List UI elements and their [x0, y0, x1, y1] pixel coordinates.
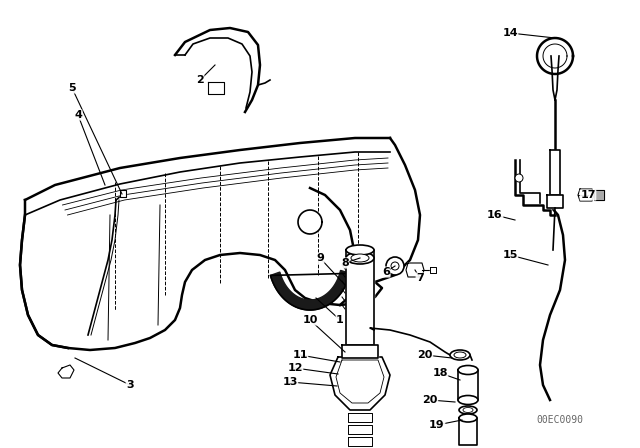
Circle shape	[386, 257, 404, 275]
Polygon shape	[120, 190, 126, 197]
Polygon shape	[594, 190, 604, 200]
Polygon shape	[406, 263, 424, 277]
Text: 20: 20	[417, 350, 433, 360]
Circle shape	[515, 174, 523, 182]
Ellipse shape	[463, 408, 473, 413]
Polygon shape	[430, 267, 436, 273]
Polygon shape	[537, 38, 573, 74]
Polygon shape	[458, 370, 478, 400]
Polygon shape	[550, 150, 560, 195]
Text: 5: 5	[68, 83, 76, 93]
Text: 2: 2	[196, 75, 204, 85]
Polygon shape	[348, 413, 372, 422]
Text: 3: 3	[126, 380, 134, 390]
Polygon shape	[578, 189, 594, 201]
Polygon shape	[208, 82, 224, 94]
Text: 7: 7	[416, 273, 424, 283]
Ellipse shape	[351, 254, 369, 262]
Polygon shape	[346, 250, 374, 345]
Text: 8: 8	[341, 258, 349, 268]
Polygon shape	[348, 437, 372, 446]
Ellipse shape	[459, 414, 477, 422]
Ellipse shape	[346, 245, 374, 255]
Text: 13: 13	[282, 377, 298, 387]
Polygon shape	[348, 425, 372, 434]
Polygon shape	[298, 210, 322, 234]
Polygon shape	[459, 418, 477, 445]
Text: 14: 14	[502, 28, 518, 38]
Text: 20: 20	[422, 395, 438, 405]
Polygon shape	[547, 195, 563, 208]
Ellipse shape	[459, 406, 477, 414]
Ellipse shape	[346, 252, 374, 264]
Polygon shape	[58, 365, 74, 378]
Polygon shape	[330, 357, 390, 410]
Text: 9: 9	[316, 253, 324, 263]
Text: 6: 6	[382, 267, 390, 277]
Text: 18: 18	[432, 368, 448, 378]
Ellipse shape	[450, 350, 470, 360]
Text: 1: 1	[336, 315, 344, 325]
Polygon shape	[342, 345, 378, 358]
Text: 19: 19	[429, 420, 445, 430]
Text: 11: 11	[292, 350, 308, 360]
Ellipse shape	[454, 352, 466, 358]
Text: 10: 10	[302, 315, 317, 325]
Text: 15: 15	[502, 250, 518, 260]
Text: 16: 16	[487, 210, 503, 220]
Ellipse shape	[458, 396, 478, 405]
Polygon shape	[271, 271, 350, 310]
Text: 12: 12	[287, 363, 303, 373]
Ellipse shape	[458, 366, 478, 375]
Circle shape	[391, 262, 399, 270]
Text: 17: 17	[580, 190, 596, 200]
Text: 00EC0090: 00EC0090	[536, 415, 584, 425]
Text: 4: 4	[74, 110, 82, 120]
